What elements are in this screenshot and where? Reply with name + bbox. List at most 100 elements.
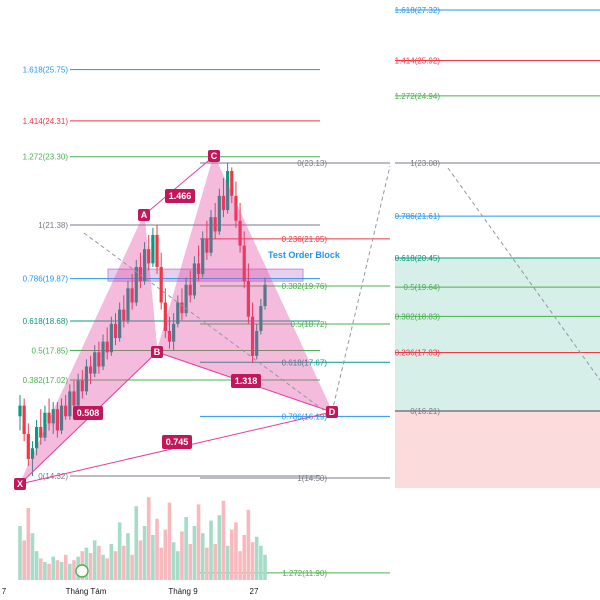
candle-body	[130, 288, 134, 303]
point-label: X	[17, 479, 23, 489]
volume-bar	[113, 551, 118, 580]
point-label: D	[329, 407, 336, 417]
ratio-badge-bg	[231, 374, 261, 388]
fib-right-label: 0.618(20.45)	[395, 254, 441, 263]
candle-body	[93, 352, 97, 374]
pattern-point-d: D	[326, 406, 338, 418]
volume-bar	[26, 508, 31, 580]
candle-body	[113, 323, 118, 339]
candle-body	[109, 323, 113, 353]
volume-bar	[180, 531, 184, 580]
stop-zone	[395, 411, 600, 488]
candle-body	[221, 195, 226, 211]
candle-body	[234, 195, 238, 221]
candle-body	[138, 266, 143, 282]
volume-bar	[205, 547, 209, 580]
volume-bar	[175, 551, 180, 580]
fib-ac-label: 0.236(21.05)	[282, 235, 328, 244]
candle-body	[59, 405, 64, 431]
candle-body	[88, 366, 93, 374]
candle-body	[80, 380, 84, 392]
candle-body	[180, 302, 184, 314]
point-badge	[326, 406, 338, 418]
x-tick-label: Tháng 9	[168, 587, 198, 596]
volume-bar	[142, 526, 147, 580]
fib-right-label: 0.786(21.61)	[395, 212, 441, 221]
candle-body	[246, 281, 250, 317]
candle-body	[39, 426, 43, 438]
candle-body	[47, 412, 51, 424]
volume-bar	[250, 542, 255, 580]
candle-body	[30, 448, 35, 459]
pattern-point-x: X	[14, 478, 26, 490]
candle-body	[205, 238, 209, 253]
candle-body	[151, 234, 155, 264]
volume-bar	[68, 563, 72, 580]
ratio-label: 0.745	[166, 437, 189, 447]
candle-body	[76, 380, 80, 406]
volume-bar	[213, 544, 217, 580]
candles-layer	[18, 162, 267, 476]
ratio-badge: 1.318	[231, 374, 261, 388]
candle-body	[68, 391, 72, 417]
volume-bar	[130, 554, 134, 580]
fib-ac-label: 0(23.13)	[297, 159, 327, 168]
pattern-point-c: C	[208, 150, 220, 162]
volume-bar	[209, 520, 213, 580]
volume-bar	[138, 540, 143, 580]
fibonacci-levels-layer: 1.618(25.75) 1.414(24.31) 1.272(23.30) 1(21…	[23, 6, 600, 578]
volume-bar	[134, 506, 139, 580]
volume-bar	[196, 504, 201, 580]
candle-body	[250, 316, 255, 356]
candle-body	[226, 170, 230, 211]
projection-line	[447, 167, 600, 381]
volume-bar	[167, 502, 172, 580]
volume-bar	[63, 554, 68, 580]
point-badge	[151, 346, 163, 358]
volume-bar	[55, 560, 60, 580]
volume-bar	[105, 558, 110, 580]
volume-bar	[254, 536, 259, 580]
volume-bar	[263, 554, 267, 580]
candle-body	[72, 391, 76, 406]
candle-body	[126, 288, 130, 321]
fib-zone-layer	[107, 257, 600, 488]
point-label: C	[211, 151, 218, 161]
candle-body	[259, 306, 263, 331]
volume-bar	[246, 509, 251, 580]
volume-bar	[225, 545, 230, 580]
labels-layer: X A B C D 1.466 1.318 0.508 0.745 Test Order Bloc…	[14, 150, 341, 490]
volume-bar	[117, 522, 122, 580]
fib-ac-label: 0.5(18.72)	[291, 320, 328, 329]
fib-right-label: 0(16.21)	[410, 407, 440, 416]
volume-bar	[155, 518, 159, 580]
point-badge	[14, 478, 26, 490]
x-tick-label: 27	[250, 587, 259, 596]
volume-bar	[97, 545, 101, 580]
volume-bar	[92, 540, 97, 580]
candle-body	[118, 309, 122, 339]
volume-bar	[84, 547, 89, 580]
volume-bar	[234, 522, 238, 580]
fib-ac-label: 0.382(19.76)	[282, 282, 328, 291]
candle-body	[64, 405, 68, 417]
candle-body	[159, 266, 163, 303]
volume-bar	[242, 535, 247, 580]
candle-body	[172, 323, 176, 342]
fib-xa-label: 0.786(19.87)	[23, 275, 69, 284]
candle-body	[188, 284, 192, 296]
volume-bar	[146, 497, 151, 580]
candle-body	[147, 249, 151, 264]
candle-body	[43, 412, 47, 438]
fib-xa-label: 1(21.38)	[38, 221, 68, 230]
candle-body	[142, 249, 147, 282]
volume-bar	[171, 542, 176, 580]
fib-ac-label: 0.786(16.19)	[282, 412, 328, 421]
candle-body	[217, 195, 221, 232]
volume-bar	[101, 554, 105, 580]
fib-right-label: 0.5(19.64)	[404, 283, 441, 292]
fib-right-label: 0.382(18.83)	[395, 312, 441, 321]
candle-body	[122, 309, 126, 321]
candle-body	[101, 341, 105, 367]
